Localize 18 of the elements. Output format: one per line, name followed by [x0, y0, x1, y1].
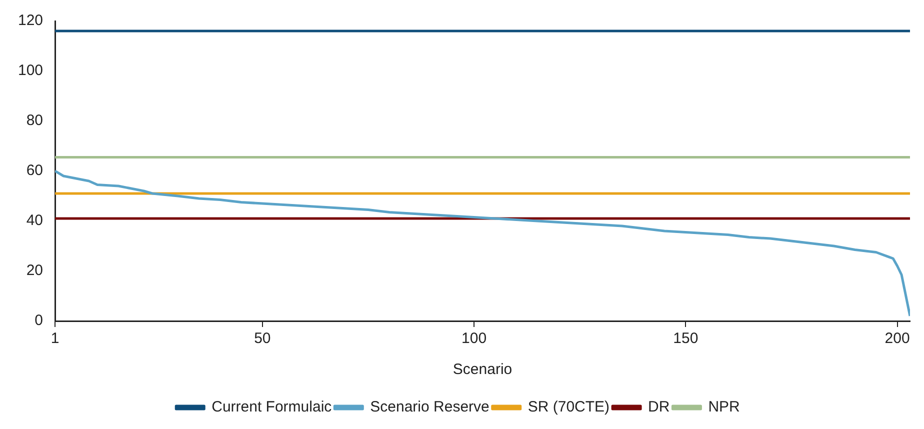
y-tick-label: 60 — [26, 162, 44, 180]
y-tick-label: 80 — [26, 112, 44, 130]
x-tick-label: 1 — [50, 330, 60, 348]
y-tick-label: 20 — [26, 262, 44, 280]
legend-label: Current Formulaic — [212, 398, 332, 416]
x-axis-title: Scenario — [452, 361, 512, 378]
x-tick-label: 100 — [462, 330, 487, 348]
y-tick-label: 0 — [34, 312, 44, 330]
y-tick-label: 40 — [26, 212, 44, 230]
legend-label: DR — [648, 398, 670, 416]
x-tick-label: 50 — [254, 330, 271, 348]
legend-label: Scenario Reserve — [370, 398, 490, 416]
y-tick-label: 120 — [18, 12, 44, 30]
y-tick-label: 100 — [18, 62, 44, 80]
legend-label: SR (70CTE) — [528, 398, 610, 416]
x-tick-label: 150 — [673, 330, 698, 348]
legend-label: NPR — [708, 398, 740, 416]
x-tick-label: 200 — [884, 330, 910, 348]
